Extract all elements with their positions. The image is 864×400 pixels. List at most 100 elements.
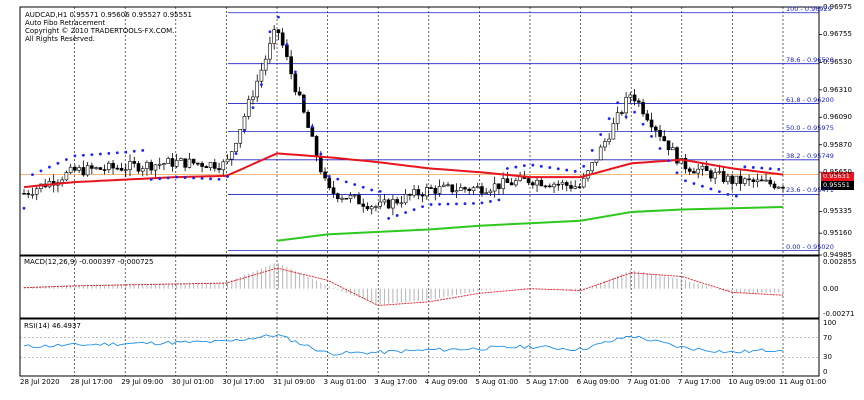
psar-dot (667, 159, 670, 163)
psar-dot (573, 169, 577, 173)
x-tick-label: 5 Aug 17:00 (526, 378, 569, 386)
psar-dot (607, 117, 611, 121)
psar-dot (531, 163, 535, 167)
psar-dot (361, 185, 365, 189)
candle-body (649, 119, 654, 128)
psar-dot (260, 83, 263, 87)
candle-body (157, 163, 162, 166)
psar-dot (692, 182, 696, 185)
psar-dot (556, 167, 560, 171)
candle-body (196, 162, 200, 165)
candle-body (658, 130, 662, 137)
psar-dot (599, 133, 603, 136)
fibo-layer (20, 12, 819, 252)
candle-body (81, 167, 86, 176)
psar-dot (539, 164, 543, 168)
candle-body (391, 199, 395, 209)
candle-body (34, 188, 39, 195)
psar-dot (522, 164, 526, 168)
candle-body (441, 184, 446, 187)
psar-dot (497, 198, 501, 202)
psar-dot (489, 199, 492, 203)
candle-body (153, 164, 158, 171)
candle-body (509, 182, 514, 186)
psar-dot (226, 175, 229, 178)
x-tick-label: 5 Aug 01:00 (475, 378, 519, 386)
ma-slow-line (276, 206, 784, 242)
psar-dot (590, 149, 594, 152)
candle-body (709, 170, 713, 179)
candle-body (607, 138, 611, 142)
candle-body (463, 187, 467, 190)
macd-layer (23, 263, 784, 306)
candle-body (191, 158, 196, 164)
candle-body (505, 178, 510, 184)
candle-body (730, 175, 734, 184)
candle-body (497, 183, 501, 189)
candle-body (526, 178, 531, 184)
candle-body (170, 158, 175, 167)
candle-body (573, 186, 578, 189)
indicator-name: Auto Fibo Retracement (25, 19, 106, 27)
x-tick-label: 10 Aug 09:00 (728, 378, 776, 386)
psar-dot (336, 177, 340, 181)
y-tick-label: 0.96090 (823, 113, 852, 122)
candle-body (221, 161, 226, 171)
candle-body (670, 147, 675, 151)
psar-dot (751, 166, 755, 169)
psar-dot (675, 171, 679, 175)
psar-dot (39, 169, 43, 173)
x-tick-label: 30 Jul 17:00 (222, 378, 265, 386)
candle-body (94, 167, 98, 169)
candle-body (348, 195, 353, 199)
candle-body (492, 183, 497, 192)
psar-dot (81, 153, 85, 157)
rsi-axis-label: 70 (823, 333, 832, 342)
candle-body (263, 58, 268, 71)
psar-dot (709, 187, 713, 191)
psar-dot (734, 194, 738, 198)
candle-body (446, 184, 450, 187)
psar-dot (421, 205, 424, 209)
candle-body (687, 168, 692, 172)
candle-body (225, 158, 230, 163)
symbol-line: AUDCAD,H1 0.95571 0.95606 0.95527 0.9555… (25, 11, 192, 19)
psar-dot (251, 106, 255, 110)
candle-body (577, 186, 582, 189)
y-tick-label: 0.96530 (823, 58, 852, 67)
candle-body (581, 177, 586, 188)
candle-body (734, 175, 739, 184)
candle-body (467, 188, 472, 192)
psar-dot (124, 150, 128, 154)
candle-body (115, 167, 120, 170)
psar-dot (472, 202, 475, 205)
macd-title: MACD(12,26,9) -0.000397 -0.000725 (24, 258, 154, 266)
candle-body (319, 156, 323, 173)
candle-body (726, 175, 730, 182)
candle-body (107, 162, 111, 170)
candle-body (594, 159, 599, 163)
psar-dot (717, 190, 721, 194)
candle-body (429, 187, 433, 189)
psar-dot (429, 203, 433, 206)
psar-dot (285, 43, 289, 46)
x-tick-label: 7 Aug 17:00 (677, 378, 721, 386)
candle-body (68, 166, 73, 173)
candle-body (556, 183, 561, 186)
candle-body (747, 178, 751, 181)
candle-body (458, 187, 463, 191)
frame-layer (19, 6, 820, 377)
candle-body (539, 179, 544, 187)
rsi-layer (20, 334, 819, 358)
candle-body (403, 194, 408, 204)
candle-body (140, 168, 145, 172)
psar-dot (200, 177, 204, 180)
candle-body (437, 186, 442, 194)
candle-body (111, 162, 115, 169)
candle-body (132, 161, 137, 164)
candle-body (85, 165, 90, 176)
candle-body (713, 172, 717, 179)
psar-dot (412, 208, 416, 211)
psar-dot (701, 184, 704, 188)
psar-dot (31, 173, 34, 176)
